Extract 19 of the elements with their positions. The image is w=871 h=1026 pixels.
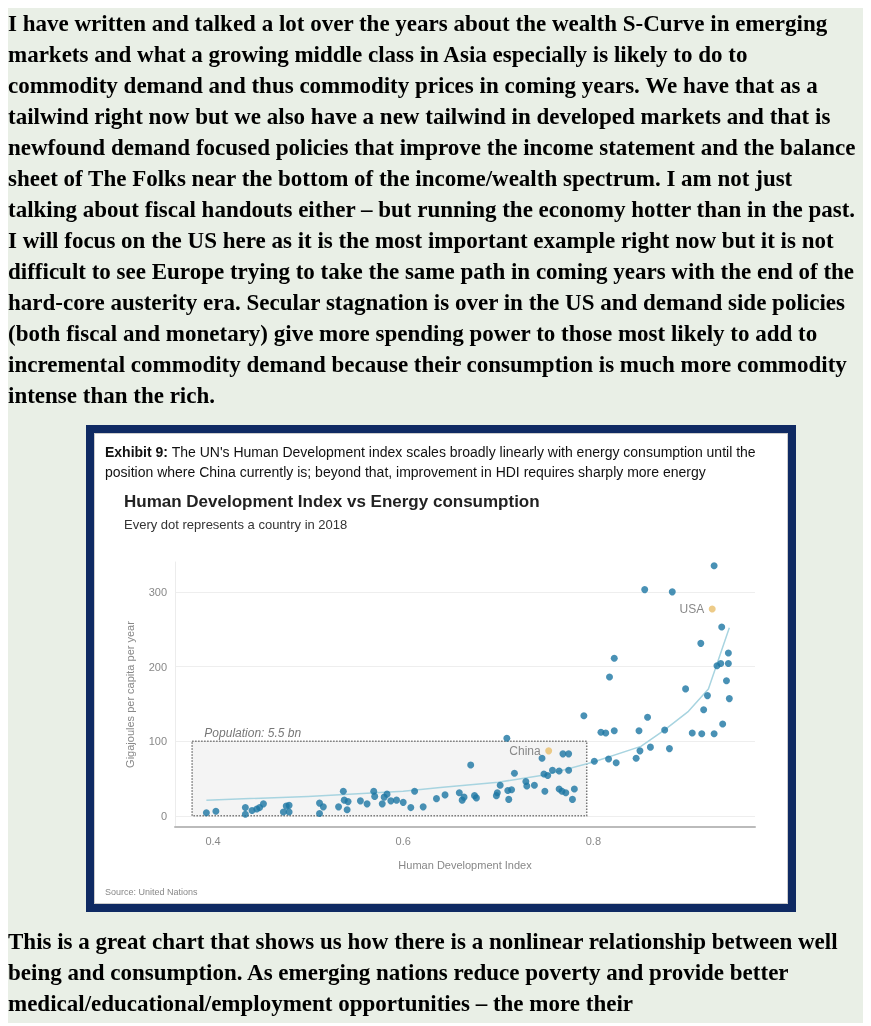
text: Exhibit 9: The UN's Human Development index scales broadly linearly with energy consumption until the position where China currently is; beyond that, improvement in HDI requires sharply more energy: [105, 444, 756, 480]
x-tick-label: 0.4: [205, 834, 221, 847]
x-axis-title: Human Development Index: [398, 858, 533, 871]
chart-title: Human Development Index vs Energy consumption: [124, 492, 540, 511]
text: This is a great chart that shows us how there is a nonlinear relationship between well being and consumption. As emerging nations reduce poverty and provide better medical/educational/employment opportunities – the more their: [8, 928, 839, 1018]
line-series: [205, 626, 731, 801]
x-tick-label: 0.8: [585, 834, 602, 847]
y-tick-label: 200: [148, 660, 167, 673]
x-tick-label: 0.6: [395, 834, 411, 847]
annotation: China: [509, 743, 541, 758]
y-axis-title: Gigajoules per capita per year: [123, 620, 136, 768]
y-tick-label: 0: [160, 809, 167, 822]
chart-subtitle: Every dot represents a country in 2018: [124, 517, 348, 532]
band-label: Population: 5.5 bn: [204, 726, 302, 741]
y-tick-label: 300: [148, 585, 167, 598]
text: I have written and talked a lot over the years about the wealth S-Curve in emerging markets and what a growing middle class in Asia especially is likely to do to commodity demand and thus commodity prices in coming years. We have that as a tailwind right now but we also have a new tailwind in developed markets and that is newfound demand focused policies that improve the income statement and the balance sheet of The Folks near the bottom of the income/wealth spectrum. I am not just talking about fiscal handouts either – but running the economy hotter than in the past. I will focus on the US here as it is the most important example right now but it is not difficult to see Europe trying to take the same path in coming years with the end of the hard-core austerity era. Secular stagnation is over in the US and demand side policies (both fiscal and monetary) give more spending power to those most likely to add to incremental commodity demand because their consumption is much more commodity intense than the rich.: [8, 11, 856, 408]
annotation: USA: [679, 602, 705, 617]
source-note: Source: United Nations: [105, 887, 199, 897]
y-tick-label: 100: [148, 735, 167, 748]
